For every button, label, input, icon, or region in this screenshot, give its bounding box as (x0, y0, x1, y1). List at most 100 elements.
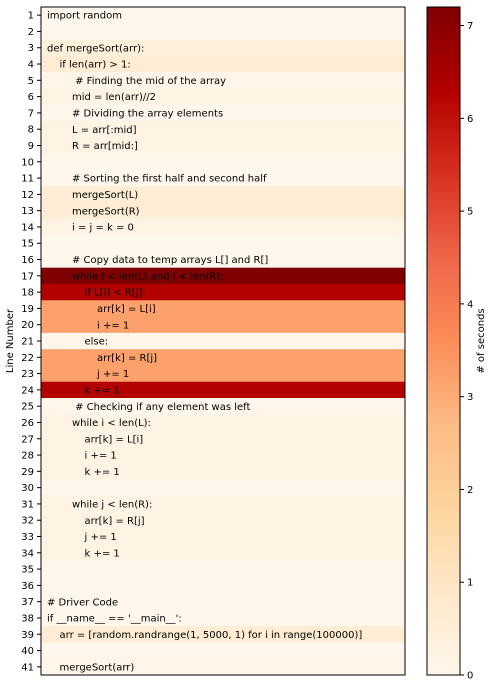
heatmap-cell (41, 169, 405, 187)
y-tick-label: 5 (28, 76, 34, 87)
code-line-text: import random (47, 11, 122, 22)
heatmap-cell (41, 72, 405, 89)
heatmap-cell (41, 186, 405, 203)
y-tick-label: 31 (21, 499, 34, 510)
code-line-text: # Copy data to temp arrays L[] and R[] (72, 255, 268, 266)
heatmap-cell (41, 202, 405, 220)
y-tick-label: 14 (21, 222, 34, 233)
code-line-text: while i < len(L): (72, 418, 151, 429)
y-tick-label: 21 (21, 337, 34, 348)
code-line-text: R = arr[mid:] (72, 141, 138, 152)
y-tick-label: 3 (28, 43, 34, 54)
y-tick-label: 20 (21, 320, 34, 331)
code-line-text: arr[k] = R[j] (85, 516, 145, 527)
code-line-text: arr[k] = L[i] (97, 304, 156, 315)
code-line-text: k += 1 (85, 385, 120, 396)
y-tick-label: 38 (21, 613, 34, 624)
heatmap-cell (41, 528, 405, 545)
code-line-text: def mergeSort(arr): (47, 43, 144, 54)
code-line-text: i += 1 (97, 320, 129, 331)
y-tick-label: 17 (21, 271, 34, 282)
y-tick-label: 12 (21, 190, 34, 201)
y-tick-label: 2 (28, 27, 34, 38)
colorbar-tick-label: 2 (467, 485, 473, 496)
y-tick-label: 6 (28, 92, 34, 103)
y-tick-label: 8 (28, 125, 34, 136)
colorbar-tick-label: 6 (467, 114, 473, 125)
y-tick-label: 4 (28, 60, 34, 71)
heatmap-cell (41, 300, 405, 317)
heatmap-cell (41, 463, 405, 480)
code-line-text: while i < len(L) and j < len(R): (72, 271, 224, 282)
code-line-text: j += 1 (84, 532, 117, 543)
y-tick-label: 24 (21, 385, 34, 396)
heatmap-cell (41, 7, 405, 24)
heatmap-cell (41, 153, 405, 171)
y-tick-label: 30 (21, 483, 34, 494)
heatmap-cell (41, 626, 405, 643)
heatmap-cell (41, 381, 405, 399)
code-line-text: # Checking if any element was left (75, 402, 250, 413)
colorbar-tick-label: 5 (467, 207, 473, 218)
y-tick-label: 36 (21, 581, 34, 592)
code-line-text: # Dividing the array elements (72, 109, 223, 120)
y-tick-label: 40 (21, 646, 34, 657)
colorbar-tick-label: 0 (467, 671, 473, 682)
code-line-text: k += 1 (85, 548, 120, 559)
heatmap-cell (41, 251, 405, 268)
y-tick-label: 25 (21, 402, 34, 413)
heatmap-cell (41, 446, 405, 464)
code-line-text: mid = len(arr)//2 (72, 92, 156, 103)
heatmap-cell (41, 121, 405, 138)
y-tick-label: 32 (21, 516, 34, 527)
heatmap-cell (41, 593, 405, 611)
y-tick-label: 9 (28, 141, 34, 152)
y-tick-label: 35 (21, 565, 34, 576)
heatmap-cell (41, 332, 405, 350)
heatmap-cell (41, 39, 405, 57)
code-line-text: arr[k] = R[j] (97, 353, 157, 364)
y-tick-label: 33 (21, 532, 34, 543)
code-line-text: L = arr[:mid] (72, 125, 137, 136)
y-tick-label: 41 (21, 662, 34, 673)
heatmap-cell (41, 609, 405, 627)
y-axis-ticks: 1234567891011121314151617181920212223242… (21, 11, 41, 673)
colorbar-tick-label: 3 (467, 392, 473, 403)
y-tick-label: 10 (21, 157, 34, 168)
colorbar-tick-label: 1 (467, 578, 473, 589)
heatmap-cell (41, 544, 405, 562)
y-tick-label: 15 (21, 239, 34, 250)
y-tick-label: 22 (21, 353, 34, 364)
code-line-text: i = j = k = 0 (72, 223, 134, 234)
heatmap-cell (41, 658, 405, 676)
heatmap-cell (41, 430, 405, 448)
code-line-text: if len(arr) > 1: (60, 60, 131, 71)
heatmap-cell (41, 218, 405, 236)
y-tick-label: 39 (21, 630, 34, 641)
heatmap-cell (41, 137, 405, 154)
code-line-text: # Finding the mid of the array (75, 76, 226, 87)
code-line-text: i += 1 (85, 451, 117, 462)
heatmap-cell (41, 398, 405, 415)
code-line-text: mergeSort(R) (72, 206, 140, 217)
code-line-text: if __name__ == '__main__': (47, 614, 182, 625)
y-tick-label: 34 (21, 548, 34, 559)
heatmap-cell (41, 512, 405, 529)
y-tick-label: 1 (28, 11, 34, 22)
heatmap-cell (41, 55, 405, 73)
heatmap-cell (41, 283, 405, 301)
heatmap-cell (41, 560, 405, 578)
heatmap-cell (41, 267, 405, 285)
code-line-text: # Driver Code (47, 597, 118, 608)
code-line-text: arr[k] = L[i] (85, 434, 144, 445)
code-line-text: arr = [random.randrange(1, 5000, 1) for … (60, 630, 363, 641)
code-line-text: while j < len(R): (72, 500, 152, 511)
heatmap-cell (41, 235, 405, 252)
code-line-text: mergeSort(arr) (60, 662, 135, 673)
heatmap-cell (41, 479, 405, 497)
colorbar-tick-label: 7 (467, 21, 473, 32)
y-tick-label: 26 (21, 418, 34, 429)
y-axis-label: Line Number (5, 308, 16, 373)
heatmap-cell (41, 349, 405, 366)
